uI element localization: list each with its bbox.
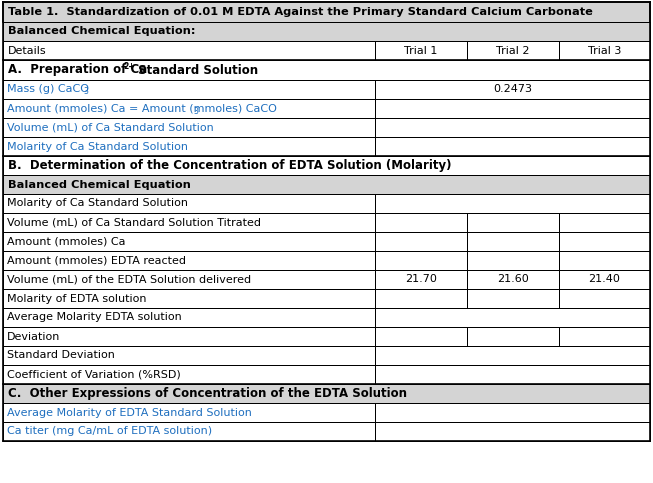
- Bar: [559, 41, 650, 60]
- Bar: [3, 270, 375, 289]
- Text: Volume (mL) of Ca Standard Solution Titrated: Volume (mL) of Ca Standard Solution Titr…: [7, 217, 261, 227]
- Text: Standard Solution: Standard Solution: [134, 63, 258, 76]
- Text: 21.40: 21.40: [588, 274, 620, 284]
- Text: Molarity of Ca Standard Solution: Molarity of Ca Standard Solution: [7, 142, 188, 152]
- Text: Average Molarity of EDTA Standard Solution: Average Molarity of EDTA Standard Soluti…: [7, 408, 252, 417]
- Bar: [375, 118, 650, 137]
- Bar: [3, 99, 375, 118]
- Bar: [3, 251, 375, 270]
- Bar: [3, 156, 650, 175]
- Bar: [375, 213, 467, 232]
- Text: 0.2473: 0.2473: [493, 85, 532, 95]
- Bar: [559, 327, 650, 346]
- Text: 3: 3: [193, 106, 199, 115]
- Bar: [375, 365, 650, 384]
- Bar: [467, 213, 559, 232]
- Bar: [3, 327, 375, 346]
- Text: 21.70: 21.70: [405, 274, 437, 284]
- Bar: [375, 80, 650, 99]
- Bar: [3, 137, 375, 156]
- Text: Deviation: Deviation: [7, 331, 60, 341]
- Bar: [375, 194, 650, 213]
- Bar: [467, 327, 559, 346]
- Text: Molarity of Ca Standard Solution: Molarity of Ca Standard Solution: [7, 199, 188, 209]
- Bar: [3, 403, 375, 422]
- Text: 3: 3: [83, 87, 88, 97]
- Text: Balanced Chemical Equation: Balanced Chemical Equation: [8, 180, 191, 189]
- Bar: [375, 232, 467, 251]
- Bar: [467, 232, 559, 251]
- Text: Molarity of EDTA solution: Molarity of EDTA solution: [7, 294, 146, 303]
- Bar: [467, 41, 559, 60]
- Bar: [375, 289, 467, 308]
- Bar: [3, 80, 375, 99]
- Bar: [3, 308, 375, 327]
- Bar: [467, 289, 559, 308]
- Text: Balanced Chemical Equation:: Balanced Chemical Equation:: [8, 27, 195, 37]
- Bar: [375, 251, 467, 270]
- Bar: [3, 289, 375, 308]
- Bar: [375, 270, 467, 289]
- Text: A.  Preparation of Ca: A. Preparation of Ca: [8, 63, 147, 76]
- Bar: [3, 60, 650, 80]
- Text: Details: Details: [8, 45, 46, 56]
- Bar: [559, 251, 650, 270]
- Text: 21.60: 21.60: [497, 274, 529, 284]
- Bar: [3, 2, 650, 22]
- Bar: [3, 194, 375, 213]
- Bar: [467, 270, 559, 289]
- Bar: [375, 41, 467, 60]
- Text: Trial 1: Trial 1: [404, 45, 438, 56]
- Text: 2+: 2+: [123, 62, 135, 71]
- Text: Table 1.  Standardization of 0.01 M EDTA Against the Primary Standard Calcium Ca: Table 1. Standardization of 0.01 M EDTA …: [8, 7, 593, 17]
- Bar: [3, 384, 650, 403]
- Bar: [375, 99, 650, 118]
- Bar: [559, 213, 650, 232]
- Text: B.  Determination of the Concentration of EDTA Solution (Molarity): B. Determination of the Concentration of…: [8, 159, 451, 172]
- Bar: [3, 22, 650, 41]
- Bar: [375, 308, 650, 327]
- Bar: [375, 403, 650, 422]
- Text: Ca titer (mg Ca/mL of EDTA solution): Ca titer (mg Ca/mL of EDTA solution): [7, 426, 212, 437]
- Bar: [559, 289, 650, 308]
- Bar: [559, 232, 650, 251]
- Bar: [3, 422, 375, 441]
- Text: Trial 2: Trial 2: [496, 45, 530, 56]
- Text: Standard Deviation: Standard Deviation: [7, 351, 115, 360]
- Text: Mass (g) CaCO: Mass (g) CaCO: [7, 85, 89, 95]
- Bar: [3, 175, 650, 194]
- Bar: [375, 346, 650, 365]
- Bar: [3, 41, 375, 60]
- Bar: [3, 232, 375, 251]
- Text: Volume (mL) of Ca Standard Solution: Volume (mL) of Ca Standard Solution: [7, 123, 214, 132]
- Bar: [375, 422, 650, 441]
- Bar: [559, 270, 650, 289]
- Bar: [375, 137, 650, 156]
- Text: Amount (mmoles) Ca = Amount (mmoles) CaCO: Amount (mmoles) Ca = Amount (mmoles) CaC…: [7, 103, 277, 114]
- Text: Coefficient of Variation (%RSD): Coefficient of Variation (%RSD): [7, 369, 181, 380]
- Bar: [3, 346, 375, 365]
- Text: C.  Other Expressions of Concentration of the EDTA Solution: C. Other Expressions of Concentration of…: [8, 387, 407, 400]
- Text: Volume (mL) of the EDTA Solution delivered: Volume (mL) of the EDTA Solution deliver…: [7, 274, 251, 284]
- Text: Trial 3: Trial 3: [588, 45, 621, 56]
- Text: Amount (mmoles) EDTA reacted: Amount (mmoles) EDTA reacted: [7, 256, 186, 266]
- Bar: [467, 251, 559, 270]
- Bar: [3, 118, 375, 137]
- Text: Amount (mmoles) Ca: Amount (mmoles) Ca: [7, 237, 125, 246]
- Bar: [375, 327, 467, 346]
- Text: Average Molarity EDTA solution: Average Molarity EDTA solution: [7, 313, 182, 323]
- Bar: [3, 213, 375, 232]
- Bar: [3, 365, 375, 384]
